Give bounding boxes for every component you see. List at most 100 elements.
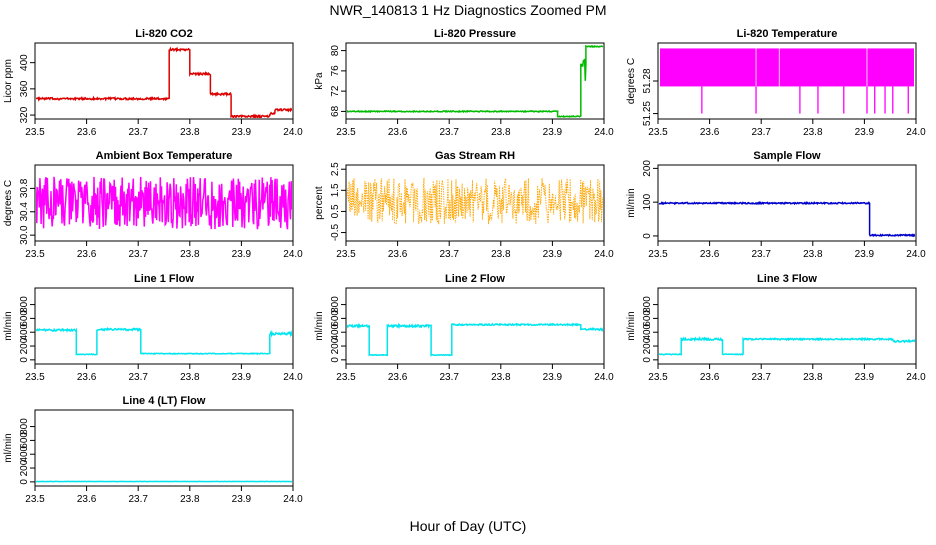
y-tick-label: 30.8 (19, 178, 30, 198)
data-series-line (658, 203, 916, 236)
y-tick-label: 80 (330, 45, 341, 57)
x-tick-label: 23.5 (648, 249, 668, 260)
x-tick-label: 23.8 (491, 249, 511, 260)
chart-title: Gas Stream RH (435, 150, 515, 162)
x-tick-label: 23.9 (232, 127, 252, 138)
y-tick-label: 800 (330, 296, 341, 313)
x-tick-label: 23.9 (543, 249, 563, 260)
y-tick-label: 360 (19, 80, 30, 97)
y-tick-label: 51.28 (642, 68, 653, 93)
y-tick-label: 0 (642, 357, 653, 363)
x-tick-label: 23.5 (25, 127, 45, 138)
x-tick-label: 23.7 (128, 372, 148, 383)
chart-title: Li-820 Temperature (737, 28, 838, 40)
x-tick-label: 23.9 (855, 127, 875, 138)
x-tick-label: 24.0 (906, 249, 926, 260)
x-tick-label: 23.9 (232, 372, 252, 383)
x-tick-label: 23.5 (25, 249, 45, 260)
y-tick-label: 0 (642, 233, 653, 239)
x-tick-label: 23.6 (77, 494, 97, 505)
y-tick-label: 0 (19, 479, 30, 485)
y-axis-label: ml/min (3, 311, 14, 340)
x-tick-label: 23.5 (336, 249, 356, 260)
x-tick-label: 23.9 (543, 127, 563, 138)
chart-panel: Li-820 Pressure 23.5 23.6 23.7 23.8 23.9 24.0 6… (314, 28, 614, 138)
chart-title: Li-820 CO2 (135, 28, 192, 40)
data-series-line (346, 178, 604, 224)
y-tick-label: 800 (19, 418, 30, 435)
chart-title: Line 2 Flow (445, 273, 505, 285)
x-tick-label: 23.7 (751, 127, 771, 138)
chart-title: Line 1 Flow (134, 273, 194, 285)
y-tick-label: 0.5 (330, 204, 341, 218)
x-tick-label: 23.8 (491, 127, 511, 138)
data-series-line (346, 46, 604, 117)
y-axis-label: ml/min (314, 311, 325, 340)
x-tick-label: 23.9 (855, 249, 875, 260)
plot-frame (35, 288, 293, 364)
y-tick-label: 0 (330, 357, 341, 363)
x-tick-label: 24.0 (283, 494, 303, 505)
y-tick-label: 2.5 (330, 162, 341, 176)
x-tick-label: 24.0 (594, 127, 614, 138)
data-series-line (658, 338, 916, 355)
y-tick-label: 800 (19, 296, 30, 313)
y-tick-label: 72 (330, 85, 341, 97)
x-tick-label: 23.8 (491, 372, 511, 383)
chart-title: Ambient Box Temperature (96, 150, 233, 162)
x-tick-label: 23.7 (439, 372, 459, 383)
x-tick-label: 23.7 (128, 494, 148, 505)
x-tick-label: 24.0 (283, 127, 303, 138)
chart-title: Sample Flow (753, 150, 821, 162)
x-tick-label: 23.6 (77, 127, 97, 138)
chart-title: Line 4 (LT) Flow (123, 395, 206, 407)
y-axis-label: kPa (314, 72, 325, 90)
y-tick-label: 68 (330, 105, 341, 117)
y-tick-label: 51.25 (642, 101, 653, 126)
x-tick-label: 24.0 (594, 372, 614, 383)
y-axis-label: ml/min (3, 433, 14, 462)
chart-title: Li-820 Pressure (434, 28, 516, 40)
x-tick-label: 23.7 (128, 127, 148, 138)
x-tick-label: 23.6 (700, 127, 720, 138)
x-tick-label: 23.5 (25, 372, 45, 383)
data-series-line (346, 324, 604, 356)
y-tick-label: -0.5 (330, 224, 341, 242)
x-tick-label: 23.7 (439, 127, 459, 138)
x-tick-label: 24.0 (594, 249, 614, 260)
y-axis-label: Licor ppm (3, 59, 14, 103)
x-tick-label: 23.6 (388, 249, 408, 260)
y-axis-label: degrees C (3, 180, 14, 226)
y-axis-label: ml/min (626, 311, 637, 340)
x-tick-label: 23.9 (543, 372, 563, 383)
y-tick-label: 100 (642, 193, 653, 210)
plot-frame (346, 43, 604, 119)
y-tick-label: 200 (642, 160, 653, 177)
x-tick-label: 23.6 (388, 127, 408, 138)
data-series-line (35, 177, 293, 229)
page-x-axis-label: Hour of Day (UTC) (0, 518, 936, 534)
x-tick-label: 23.8 (180, 372, 200, 383)
x-tick-label: 23.5 (648, 127, 668, 138)
x-tick-label: 23.5 (336, 127, 356, 138)
x-tick-label: 23.9 (855, 372, 875, 383)
x-tick-label: 23.6 (700, 249, 720, 260)
y-axis-label: ml/min (626, 188, 637, 217)
x-tick-label: 24.0 (906, 372, 926, 383)
x-tick-label: 24.0 (283, 249, 303, 260)
y-tick-label: 400 (19, 54, 30, 71)
y-axis-label: percent (314, 186, 325, 220)
data-band (660, 48, 914, 86)
x-tick-label: 23.6 (77, 372, 97, 383)
x-tick-label: 23.8 (180, 127, 200, 138)
y-tick-label: 800 (642, 296, 653, 313)
